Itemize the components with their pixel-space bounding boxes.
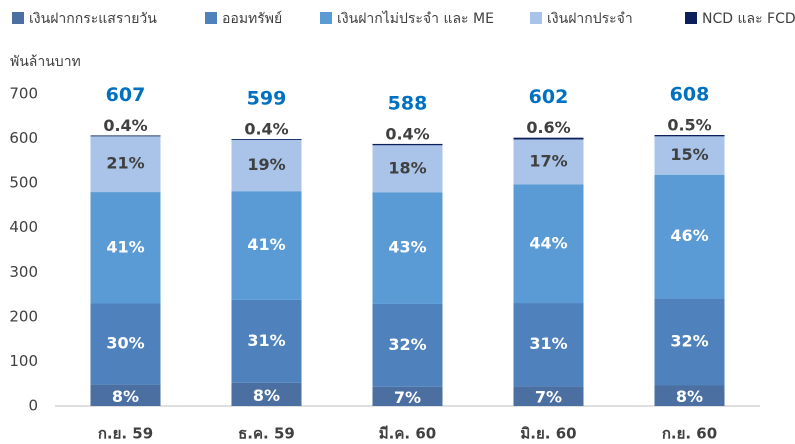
segment-label: 18%	[388, 158, 426, 177]
legend-swatch	[205, 12, 217, 24]
y-tick-label: 400	[9, 218, 38, 236]
segment-label: 8%	[253, 386, 280, 405]
legend-label: เงินฝากไม่ประจำ และ ME	[337, 10, 494, 27]
segment-label: 0.5%	[667, 116, 711, 135]
segment-label: 8%	[112, 387, 139, 406]
bar-segment	[372, 143, 443, 146]
x-tick-label: มิ.ย. 60	[520, 425, 576, 443]
legend-swatch	[320, 12, 332, 24]
y-tick-label: 600	[9, 129, 38, 147]
y-axis-label: พันล้านบาท	[10, 54, 81, 70]
x-tick-label: ก.ย. 59	[98, 425, 153, 443]
legend-label: เงินฝากประจำ	[547, 11, 633, 27]
bar-segment	[90, 384, 161, 406]
legend-swatch	[685, 12, 697, 24]
segment-label: 0.4%	[103, 116, 147, 135]
total-label: 602	[529, 86, 569, 108]
bar-segment	[231, 382, 302, 406]
total-label: 607	[106, 84, 146, 106]
legend-label: ออมทรัพย์	[222, 10, 282, 27]
segment-label: 43%	[388, 238, 426, 257]
bar-segment	[231, 191, 302, 300]
legend-label: เงินฝากกระแสรายวัน	[29, 11, 157, 27]
bar-segment	[90, 135, 161, 137]
bar-segment	[654, 135, 725, 137]
bar-segment	[513, 386, 584, 406]
segment-label: 31%	[247, 331, 285, 350]
segment-label: 41%	[106, 237, 144, 256]
x-tick-label: ก.ย. 60	[662, 425, 717, 443]
bar-segment	[372, 303, 443, 387]
segment-label: 41%	[247, 235, 285, 254]
total-label: 608	[670, 84, 710, 106]
bar-segment	[513, 137, 584, 140]
segment-label: 44%	[529, 233, 567, 252]
segment-label: 0.6%	[526, 118, 570, 137]
bar-segment	[513, 303, 584, 387]
bar-segment	[372, 145, 443, 193]
bar-segment	[231, 139, 302, 140]
bar-segment	[90, 192, 161, 304]
x-tick-label: ธ.ค. 59	[238, 425, 295, 443]
segment-label: 17%	[529, 151, 567, 170]
segment-label: 32%	[670, 332, 708, 351]
bar-segment	[231, 299, 302, 383]
segment-label: 15%	[670, 145, 708, 164]
bar-segment	[513, 139, 584, 185]
legend-label: NCD และ FCD	[702, 11, 795, 27]
segment-label: 46%	[670, 226, 708, 245]
bar-segment	[654, 298, 725, 386]
segment-label: 7%	[394, 388, 421, 407]
bar-segment	[372, 386, 443, 406]
segment-label: 19%	[247, 155, 285, 174]
segment-label: 32%	[388, 335, 426, 354]
total-label: 588	[388, 92, 428, 114]
y-tick-label: 0	[28, 397, 38, 415]
bar-segment	[654, 136, 725, 175]
segment-label: 30%	[106, 334, 144, 353]
bar-segment	[90, 136, 161, 193]
segment-label: 21%	[106, 154, 144, 173]
bar-segment	[654, 385, 725, 406]
bar-segment	[231, 139, 302, 192]
bar-segment	[513, 184, 584, 304]
bar-segment	[90, 303, 161, 385]
bar-segment	[372, 192, 443, 304]
legend-swatch	[530, 12, 542, 24]
y-tick-label: 100	[9, 352, 38, 370]
segment-label: 0.4%	[385, 124, 429, 143]
x-tick-label: มี.ค. 60	[379, 425, 436, 443]
segment-label: 8%	[676, 387, 703, 406]
y-tick-label: 200	[9, 307, 38, 325]
legend-swatch	[12, 12, 24, 24]
y-tick-label: 300	[9, 263, 38, 281]
total-label: 599	[247, 88, 287, 110]
y-tick-label: 700	[9, 85, 38, 103]
bar-segment	[654, 174, 725, 299]
y-tick-label: 500	[9, 174, 38, 192]
segment-label: 7%	[535, 388, 562, 407]
segment-label: 31%	[529, 334, 567, 353]
segment-label: 0.4%	[244, 120, 288, 139]
